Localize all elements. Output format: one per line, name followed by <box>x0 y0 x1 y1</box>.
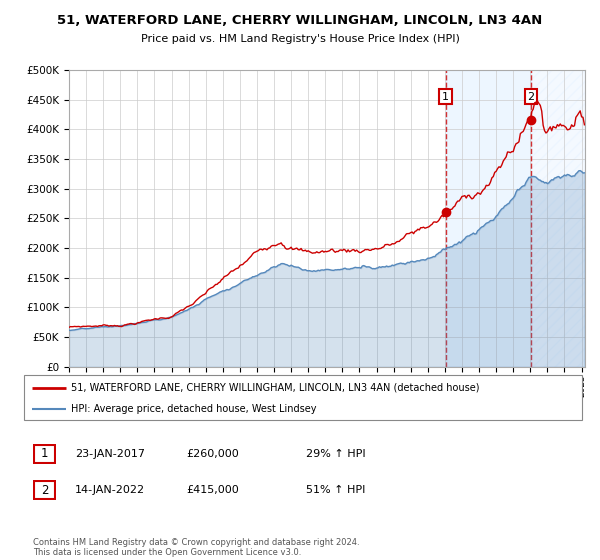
Bar <box>446 70 531 367</box>
Bar <box>531 70 593 367</box>
Text: Price paid vs. HM Land Registry's House Price Index (HPI): Price paid vs. HM Land Registry's House … <box>140 34 460 44</box>
Text: 1: 1 <box>442 92 449 102</box>
FancyBboxPatch shape <box>34 481 55 499</box>
Text: 2: 2 <box>527 92 535 102</box>
Text: 23-JAN-2017: 23-JAN-2017 <box>75 449 145 459</box>
Text: 1: 1 <box>41 447 48 460</box>
Text: £415,000: £415,000 <box>186 485 239 495</box>
Text: 51% ↑ HPI: 51% ↑ HPI <box>306 485 365 495</box>
Text: HPI: Average price, detached house, West Lindsey: HPI: Average price, detached house, West… <box>71 404 317 414</box>
Text: 51, WATERFORD LANE, CHERRY WILLINGHAM, LINCOLN, LN3 4AN (detached house): 51, WATERFORD LANE, CHERRY WILLINGHAM, L… <box>71 382 480 393</box>
FancyBboxPatch shape <box>24 375 582 420</box>
Text: £260,000: £260,000 <box>186 449 239 459</box>
Text: Contains HM Land Registry data © Crown copyright and database right 2024.
This d: Contains HM Land Registry data © Crown c… <box>33 538 359 557</box>
Text: 2: 2 <box>41 483 48 497</box>
FancyBboxPatch shape <box>34 445 55 463</box>
Text: 51, WATERFORD LANE, CHERRY WILLINGHAM, LINCOLN, LN3 4AN: 51, WATERFORD LANE, CHERRY WILLINGHAM, L… <box>58 14 542 27</box>
Text: 29% ↑ HPI: 29% ↑ HPI <box>306 449 365 459</box>
Text: 14-JAN-2022: 14-JAN-2022 <box>75 485 145 495</box>
